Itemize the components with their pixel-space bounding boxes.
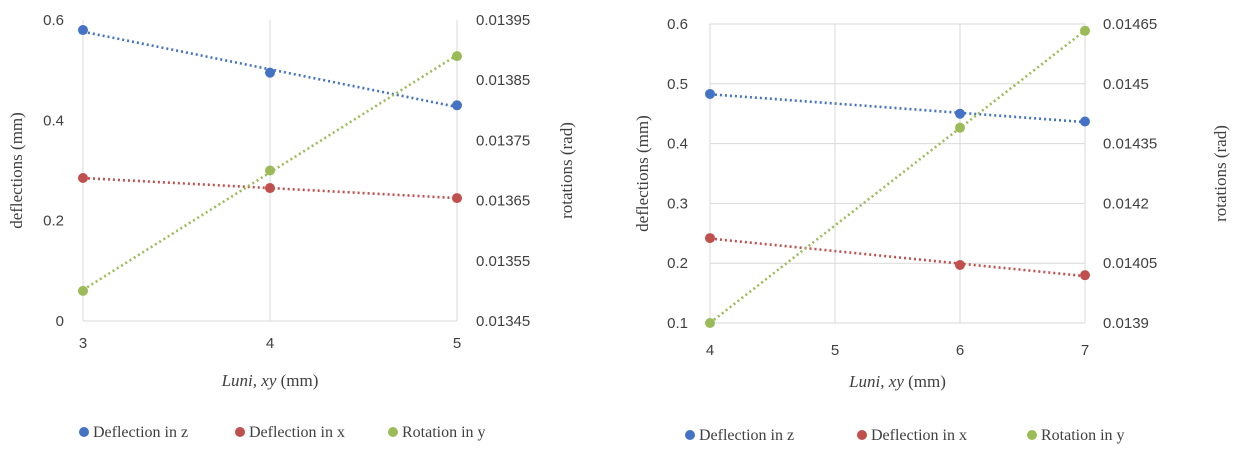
point-deflection-in-z xyxy=(265,67,275,78)
x-tick-label: 5 xyxy=(453,335,461,352)
point-deflection-in-x xyxy=(265,183,275,194)
point-deflection-in-x xyxy=(705,233,715,244)
y-tick-label: 0 xyxy=(56,313,64,330)
y2-axis-title: rotations (rad) xyxy=(1211,125,1230,222)
point-deflection-in-z xyxy=(1080,116,1090,127)
legend-marker xyxy=(79,427,89,437)
y-tick-label: 0.4 xyxy=(43,112,64,129)
y2-tick-label: 0.01405 xyxy=(1103,255,1157,272)
legend-label: Deflection in z xyxy=(699,427,794,444)
y-tick-label: 0.5 xyxy=(667,76,688,93)
point-rotation-in-y xyxy=(1080,25,1090,36)
x-tick-label: 6 xyxy=(956,342,964,359)
legend: Deflection in z Deflection in x Rotation i… xyxy=(79,424,486,441)
point-rotation-in-y xyxy=(452,51,462,62)
x-tick-label: 5 xyxy=(831,342,839,359)
point-rotation-in-y xyxy=(955,122,965,133)
point-deflection-in-z xyxy=(452,100,462,111)
point-rotation-in-y xyxy=(705,318,715,328)
trendline-deflection-in-x xyxy=(709,237,1086,278)
x-axis-title: Luni, xy (mm) xyxy=(848,372,946,391)
point-deflection-in-z xyxy=(955,108,965,119)
chart-1: 3 4 5 0 0.2 0.4 0.6 0.01345 0.01355 0.01365 0.0137… xyxy=(7,12,576,441)
point-deflection-in-x xyxy=(452,193,462,204)
legend-label: Rotation in y xyxy=(402,424,486,441)
legend-label: Rotation in y xyxy=(1041,427,1125,444)
legend-label: Deflection in x xyxy=(249,424,345,441)
x-axis-title-unit: (mm) xyxy=(904,372,946,391)
y-tick-label: 0.2 xyxy=(667,255,688,272)
y-tick-label: 0.1 xyxy=(667,315,688,332)
point-deflection-in-z xyxy=(705,88,715,99)
point-rotation-in-y xyxy=(265,165,275,176)
y2-tick-label: 0.0139 xyxy=(1103,315,1149,332)
y2-tick-label: 0.01385 xyxy=(476,72,530,89)
y2-tick-label: 0.0145 xyxy=(1103,76,1149,93)
legend-marker xyxy=(1027,430,1037,440)
point-deflection-in-z xyxy=(78,25,88,36)
y2-tick-label: 0.0142 xyxy=(1103,195,1149,212)
legend-label: Deflection in z xyxy=(93,424,188,441)
x-axis-title-unit: (mm) xyxy=(276,371,318,390)
y-tick-label: 0.3 xyxy=(667,195,688,212)
y2-tick-label: 0.01355 xyxy=(476,253,530,270)
trendline-deflection-in-z xyxy=(709,92,1086,124)
y-axis-title: deflections (mm) xyxy=(633,115,652,232)
legend-marker xyxy=(388,427,398,437)
point-deflection-in-x xyxy=(78,173,88,184)
legend-marker xyxy=(685,430,695,440)
y-axis-title: deflections (mm) xyxy=(7,112,26,229)
x-axis-title: Luni, xy (mm) xyxy=(221,371,319,390)
y-tick-label: 0.6 xyxy=(667,16,688,33)
point-deflection-in-x xyxy=(1080,270,1090,281)
x-tick-label: 4 xyxy=(266,335,274,352)
y2-tick-label: 0.01365 xyxy=(476,193,530,210)
point-deflection-in-x xyxy=(955,259,965,270)
x-axis-title-italic: Luni, xy xyxy=(221,371,277,390)
x-tick-label: 4 xyxy=(706,342,714,359)
legend-marker xyxy=(857,430,867,440)
x-axis-title-italic: Luni, xy xyxy=(848,372,904,391)
y2-tick-label: 0.01395 xyxy=(476,12,530,29)
point-rotation-in-y xyxy=(78,285,88,296)
legend: Deflection in z Deflection in x Rotation i… xyxy=(685,427,1125,444)
y2-axis-title: rotations (rad) xyxy=(557,122,576,219)
legend-marker xyxy=(235,427,245,437)
y2-tick-label: 0.01345 xyxy=(476,313,530,330)
y-tick-label: 0.2 xyxy=(43,213,64,230)
y2-tick-label: 0.01375 xyxy=(476,132,530,149)
y2-tick-label: 0.01465 xyxy=(1103,16,1157,33)
chart-2: 4 5 6 7 0.1 0.2 0.3 0.4 0.5 0.6 0.0139 0.01405 0.014… xyxy=(633,16,1230,444)
trendline-rotation-in-y xyxy=(709,29,1086,324)
y-tick-label: 0.4 xyxy=(667,136,688,153)
legend-label: Deflection in x xyxy=(871,427,967,444)
x-tick-label: 7 xyxy=(1081,342,1089,359)
y-tick-label: 0.6 xyxy=(43,12,64,29)
x-tick-label: 3 xyxy=(79,335,87,352)
y2-tick-label: 0.01435 xyxy=(1103,136,1157,153)
